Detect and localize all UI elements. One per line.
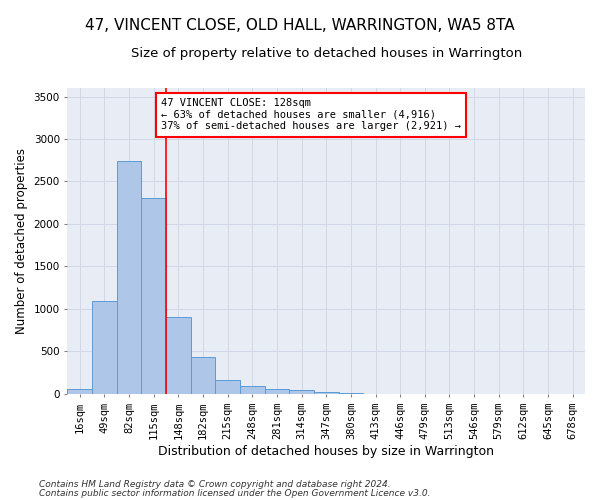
Bar [92,301,117,394]
Text: 47 VINCENT CLOSE: 128sqm
← 63% of detached houses are smaller (4,916)
37% of sem: 47 VINCENT CLOSE: 128sqm ← 63% of detach… [161,98,461,132]
Text: Contains public sector information licensed under the Open Government Licence v3: Contains public sector information licen… [39,489,431,498]
Bar [191,358,215,394]
Bar [117,161,142,394]
Y-axis label: Number of detached properties: Number of detached properties [15,148,28,334]
X-axis label: Distribution of detached houses by size in Warrington: Distribution of detached houses by size … [158,444,494,458]
Bar [314,392,338,394]
Bar [215,380,240,394]
Bar [240,386,265,394]
Text: Contains HM Land Registry data © Crown copyright and database right 2024.: Contains HM Land Registry data © Crown c… [39,480,391,489]
Bar [166,318,191,394]
Bar [265,389,289,394]
Bar [142,198,166,394]
Bar [67,389,92,394]
Title: Size of property relative to detached houses in Warrington: Size of property relative to detached ho… [131,48,522,60]
Bar [289,390,314,394]
Text: 47, VINCENT CLOSE, OLD HALL, WARRINGTON, WA5 8TA: 47, VINCENT CLOSE, OLD HALL, WARRINGTON,… [85,18,515,32]
